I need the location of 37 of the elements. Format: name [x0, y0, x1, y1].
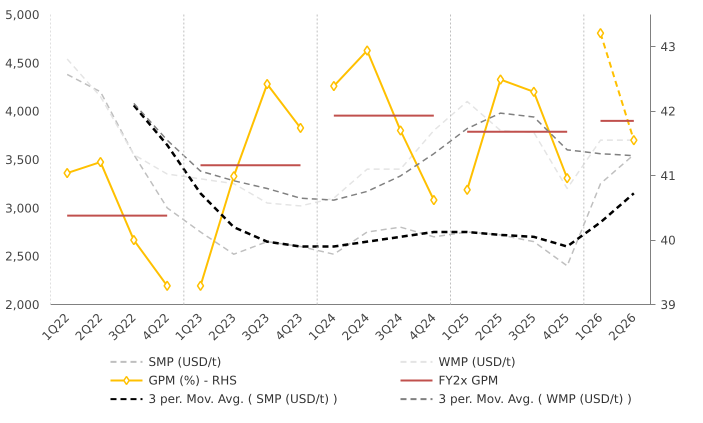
- y-tick-label: 4,000: [5, 104, 40, 119]
- legend-label: GPM (%) - RHS: [148, 374, 237, 388]
- y-tick-label: 5,000: [5, 8, 40, 22]
- legend-label: SMP (USD/t): [148, 354, 222, 369]
- y2-tick-label: 41: [660, 169, 676, 184]
- point: [596, 28, 604, 38]
- y-tick-label: 2,000: [5, 298, 40, 312]
- legend-label: 3 per. Mov. Avg. ( SMP (USD/t) ): [148, 392, 338, 406]
- point: [163, 280, 171, 292]
- point: [630, 134, 638, 146]
- point: [63, 168, 71, 178]
- point: [496, 74, 504, 85]
- point: [130, 234, 138, 246]
- point: [330, 80, 338, 92]
- y2-tick-label: 39: [660, 298, 676, 312]
- legend-label: FY2x GPM: [438, 374, 498, 388]
- point: [396, 125, 404, 136]
- point: [230, 171, 238, 182]
- y2-tick-label: 40: [660, 234, 676, 248]
- line-series: [132, 104, 636, 248]
- y-tick-label: 3,500: [5, 153, 40, 167]
- point: [563, 172, 571, 184]
- y-tick-label: 2,500: [5, 250, 40, 264]
- y2-tick-label: 43: [660, 40, 676, 54]
- point: [296, 122, 304, 134]
- y-tick-label: 3,000: [5, 201, 40, 216]
- point: [530, 86, 538, 98]
- legend-label: 3 per. Mov. Avg. ( WMP (USD/t) ): [438, 392, 632, 406]
- y-tick-label: 4,500: [5, 56, 40, 70]
- legend-label: WMP (USD/t): [438, 354, 516, 369]
- point: [363, 45, 371, 56]
- point: [263, 78, 271, 90]
- point: [96, 156, 104, 168]
- point: [196, 280, 204, 292]
- point: [430, 194, 438, 206]
- y2-tick-label: 42: [660, 104, 676, 119]
- point: [463, 184, 471, 196]
